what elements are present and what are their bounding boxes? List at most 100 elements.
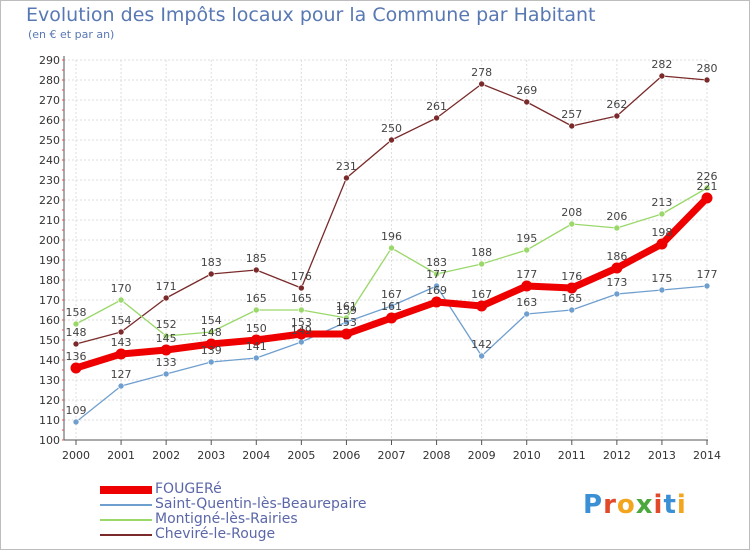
data-label: 208 [561,206,582,219]
x-tick-label: 2005 [287,449,315,462]
data-point [568,122,576,130]
data-point [521,280,533,292]
data-point [388,244,395,252]
data-label: 143 [111,336,132,349]
data-point [523,246,531,254]
data-point [431,296,443,308]
x-tick-label: 2013 [648,449,676,462]
series-lines [70,72,713,426]
data-point [611,262,623,274]
chart-legend: FOUGERé Saint-Quentin-lès-Beaurepaire Mont… [100,481,400,542]
data-point [658,286,666,294]
data-point [162,332,170,340]
data-point [566,282,578,294]
proxiti-logo: Proxiti [583,490,687,520]
data-point [298,338,305,346]
data-label: 176 [561,270,582,283]
data-point [658,210,666,218]
data-point [701,192,713,204]
legend-label: Cheviré-le-Rouge [155,526,276,542]
data-point [478,260,485,268]
data-label: 206 [606,210,627,223]
data-label: 186 [606,250,627,263]
data-label: 170 [111,282,132,295]
data-label: 163 [516,296,537,309]
data-label: 278 [471,66,492,79]
data-point [295,328,307,340]
legend-swatch [100,519,152,521]
chart-subtitle: (en € et par an) [28,28,115,41]
x-tick-label: 2008 [423,449,451,462]
data-label: 198 [651,226,672,239]
data-label: 183 [426,256,447,269]
data-point [298,284,305,292]
data-label: 176 [291,270,312,283]
data-point [658,72,666,80]
data-point [433,270,440,278]
data-label: 127 [111,368,132,381]
y-tick-label: 290 [39,54,60,67]
data-point [162,294,170,302]
data-label: 226 [697,170,718,183]
legend-label: Saint-Quentin-lès-Beaurepaire [155,496,367,512]
data-point [388,302,395,310]
data-point [70,362,82,374]
data-point [115,348,127,360]
data-label: 161 [336,300,357,313]
x-tick-label: 2002 [152,449,180,462]
data-label: 153 [291,316,312,329]
data-point [160,344,172,356]
legend-swatch [100,486,152,494]
data-label: 221 [697,180,718,193]
y-tick-label: 260 [39,114,60,127]
data-label: 250 [381,122,402,135]
x-axis: 2000 2001 2002 2003 2004 2005 2006 2007 2008 2009… [62,439,721,462]
data-label: 280 [697,62,718,75]
data-label: 165 [246,292,267,305]
legend-item: FOUGERé [100,481,400,497]
y-tick-label: 110 [39,414,60,427]
data-point [433,282,440,290]
y-tick-label: 170 [39,294,60,307]
data-label: 167 [381,288,402,301]
data-point [568,220,576,228]
data-point [117,328,125,336]
x-tick-label: 2003 [197,449,225,462]
data-label: 154 [201,314,222,327]
y-tick-label: 270 [39,94,60,107]
x-tick-label: 2011 [558,449,586,462]
data-point [72,418,80,426]
y-tick-label: 120 [39,394,60,407]
data-point [613,224,621,232]
x-tick-label: 2004 [242,449,270,462]
data-point [207,328,215,336]
logo-letter: r [603,490,617,520]
data-point [388,136,395,144]
chart-title: Evolution des Impôts locaux pour la Comm… [26,4,596,26]
data-point [72,340,80,348]
logo-letter: o [616,490,636,520]
data-point [523,310,531,318]
data-label: 175 [651,272,672,285]
y-tick-label: 220 [39,194,60,207]
data-point [117,296,125,304]
y-axis: 100 110 120 130 140 150 160 170 180 190 200 210 220 2… [39,54,65,447]
logo-letter: x [635,490,654,520]
data-point [205,338,217,350]
logo-letter: P [583,490,604,520]
y-tick-label: 250 [39,134,60,147]
data-label: 165 [561,292,582,305]
data-point [386,312,397,324]
data-label: 153 [336,316,357,329]
data-label: 177 [516,268,537,281]
data-label: 173 [606,276,627,289]
data-label: 169 [426,284,447,297]
data-point [250,334,262,346]
y-tick-label: 140 [39,354,60,367]
data-label: 195 [516,232,537,245]
data-point [433,114,440,122]
y-tick-label: 100 [39,434,60,447]
legend-item: Cheviré-le-Rouge [100,526,400,542]
